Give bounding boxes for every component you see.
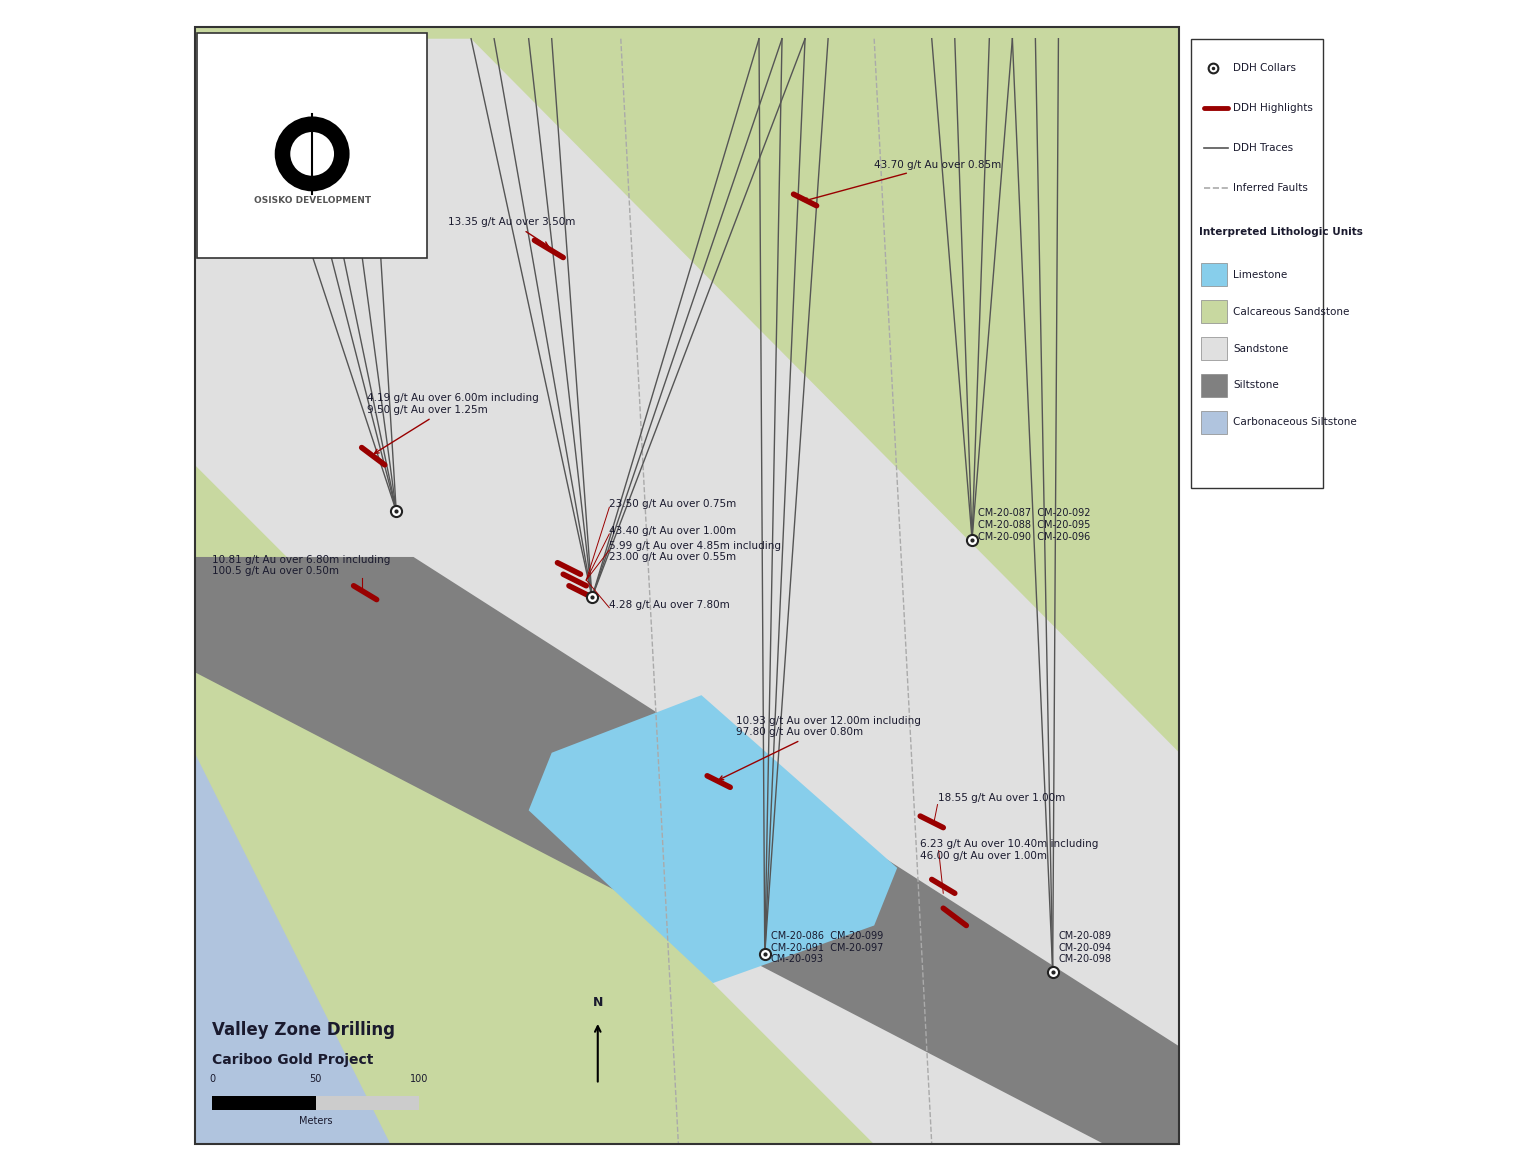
Text: 43.40 g/t Au over 1.00m: 43.40 g/t Au over 1.00m (609, 525, 736, 536)
Text: CM-20-089
CM-20-094
CM-20-098: CM-20-089 CM-20-094 CM-20-098 (1058, 931, 1111, 964)
Text: DDH Collars: DDH Collars (1234, 63, 1296, 73)
Bar (197, 32, 428, 258)
Text: 13.35 g/t Au over 3.50m: 13.35 g/t Au over 3.50m (448, 217, 575, 246)
Text: Siltstone: Siltstone (1234, 380, 1280, 391)
Text: 50: 50 (310, 1074, 322, 1085)
Text: 0: 0 (209, 1074, 216, 1085)
Bar (194, 27, 1179, 1144)
Text: 43.70 g/t Au over 0.85m: 43.70 g/t Au over 0.85m (803, 160, 1002, 202)
Text: Meters: Meters (299, 1116, 332, 1125)
Polygon shape (194, 38, 1179, 1144)
Bar (1201, 411, 1227, 434)
Text: Cariboo Gold Project: Cariboo Gold Project (213, 1053, 373, 1067)
Text: Valley Zone Drilling: Valley Zone Drilling (213, 1021, 395, 1039)
Bar (1201, 374, 1227, 397)
Text: Interpreted Lithologic Units: Interpreted Lithologic Units (1199, 226, 1363, 237)
Text: Carbonaceous Siltstone: Carbonaceous Siltstone (1234, 418, 1357, 427)
Bar (316, 1096, 419, 1110)
Bar (1192, 38, 1324, 488)
Text: DDH Traces: DDH Traces (1234, 143, 1293, 153)
Text: Inferred Faults: Inferred Faults (1234, 183, 1309, 194)
Bar (1201, 338, 1227, 360)
Text: Calcareous Sandstone: Calcareous Sandstone (1234, 306, 1350, 317)
Polygon shape (528, 695, 897, 983)
Text: 6.23 g/t Au over 10.40m including
46.00 g/t Au over 1.00m: 6.23 g/t Au over 10.40m including 46.00 … (920, 839, 1099, 861)
Bar (1201, 263, 1227, 287)
Polygon shape (194, 753, 390, 1144)
Text: CM-20-086  CM-20-099
CM-20-091  CM-20-097
CM-20-093: CM-20-086 CM-20-099 CM-20-091 CM-20-097 … (771, 931, 883, 964)
Ellipse shape (290, 132, 334, 176)
Text: Limestone: Limestone (1234, 270, 1287, 280)
Text: Sandstone: Sandstone (1234, 343, 1289, 354)
Text: N: N (592, 996, 603, 1009)
Bar (194, 27, 1179, 1144)
Text: 18.55 g/t Au over 1.00m: 18.55 g/t Au over 1.00m (938, 793, 1064, 803)
Text: 4.28 g/t Au over 7.80m: 4.28 g/t Au over 7.80m (609, 600, 730, 610)
Text: 4.19 g/t Au over 6.00m including
9.50 g/t Au over 1.25m: 4.19 g/t Au over 6.00m including 9.50 g/… (367, 393, 539, 454)
Bar (1201, 300, 1227, 324)
Text: 23.50 g/t Au over 0.75m: 23.50 g/t Au over 0.75m (609, 500, 736, 509)
Text: CM-20-087  CM-20-092
CM-20-088  CM-20-095
CM-20-090  CM-20-096: CM-20-087 CM-20-092 CM-20-088 CM-20-095 … (978, 508, 1090, 542)
Text: DDH Highlights: DDH Highlights (1234, 103, 1313, 113)
Text: OSISKO DEVELOPMENT: OSISKO DEVELOPMENT (254, 196, 370, 205)
Polygon shape (194, 557, 1179, 1144)
Text: 100: 100 (410, 1074, 428, 1085)
Text: 10.93 g/t Au over 12.00m including
97.80 g/t Au over 0.80m: 10.93 g/t Au over 12.00m including 97.80… (720, 716, 921, 780)
Text: 10.81 g/t Au over 6.80m including
100.5 g/t Au over 0.50m: 10.81 g/t Au over 6.80m including 100.5 … (213, 554, 390, 577)
Bar (213, 1096, 316, 1110)
Text: 5.99 g/t Au over 4.85m including
23.00 g/t Au over 0.55m: 5.99 g/t Au over 4.85m including 23.00 g… (609, 541, 782, 563)
Ellipse shape (275, 116, 349, 191)
